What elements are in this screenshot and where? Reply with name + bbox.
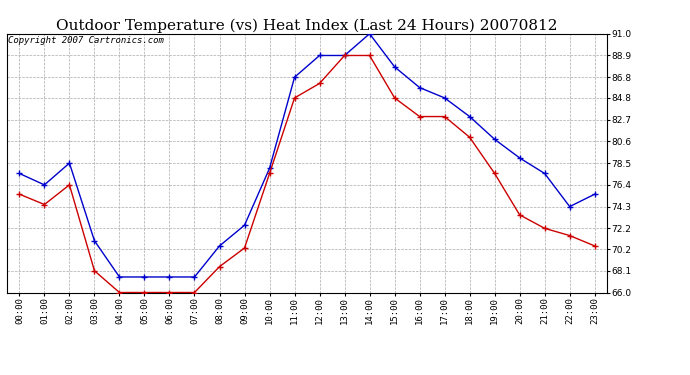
Text: Copyright 2007 Cartronics.com: Copyright 2007 Cartronics.com [8,36,164,45]
Title: Outdoor Temperature (vs) Heat Index (Last 24 Hours) 20070812: Outdoor Temperature (vs) Heat Index (Las… [57,18,558,33]
